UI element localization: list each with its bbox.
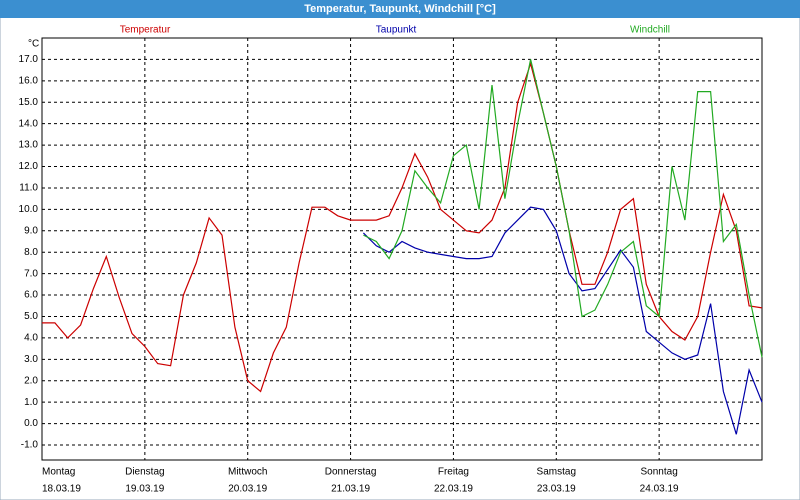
y-tick-label: -1.0 (21, 440, 39, 451)
y-tick-label: 5.0 (24, 311, 38, 322)
legend-entry: Windchill (630, 25, 670, 36)
x-tick-label: Montag (42, 467, 75, 478)
y-tick-label: 9.0 (24, 225, 38, 236)
x-tick-label: Donnerstag (325, 467, 377, 478)
y-tick-label: 10.0 (19, 204, 39, 215)
y-tick-label: 6.0 (24, 290, 38, 301)
x-tick-label: Sonntag (641, 467, 678, 478)
chart-title: Temperatur, Taupunkt, Windchill [°C] (304, 3, 496, 15)
x-tick-label: Dienstag (125, 467, 164, 478)
y-unit: °C (28, 39, 39, 50)
y-tick-label: 7.0 (24, 268, 38, 279)
x-tick-date: 23.03.19 (537, 484, 576, 495)
y-tick-label: 0.0 (24, 418, 38, 429)
x-tick-date: 18.03.19 (42, 484, 81, 495)
y-tick-label: 1.0 (24, 397, 38, 408)
y-tick-label: 8.0 (24, 247, 38, 258)
x-tick-label: Mittwoch (228, 467, 267, 478)
y-tick-label: 17.0 (19, 54, 39, 65)
y-tick-label: 13.0 (19, 140, 39, 151)
y-tick-label: 11.0 (19, 183, 38, 194)
x-tick-date: 22.03.19 (434, 484, 473, 495)
x-tick-label: Samstag (537, 467, 576, 478)
x-tick-date: 20.03.19 (228, 484, 267, 495)
x-tick-date: 24.03.19 (640, 484, 679, 495)
plot-border (41, 37, 763, 461)
data-line (362, 206, 763, 435)
x-tick-label: Freitag (438, 467, 469, 478)
legend-entry: Taupunkt (376, 25, 417, 36)
legend-entry: Temperatur (120, 25, 171, 36)
x-tick-date: 19.03.19 (125, 484, 164, 495)
y-tick-label: 16.0 (19, 75, 39, 86)
y-tick-label: 2.0 (24, 375, 38, 386)
y-tick-label: 4.0 (24, 333, 38, 344)
data-line (363, 59, 763, 358)
x-tick-date: 21.03.19 (331, 484, 370, 495)
y-tick-label: 14.0 (19, 118, 39, 129)
y-tick-label: 3.0 (24, 354, 38, 365)
title-bar (0, 0, 800, 18)
y-tick-label: 12.0 (19, 161, 39, 172)
data-line (42, 61, 763, 393)
y-tick-label: 15.0 (19, 97, 39, 108)
